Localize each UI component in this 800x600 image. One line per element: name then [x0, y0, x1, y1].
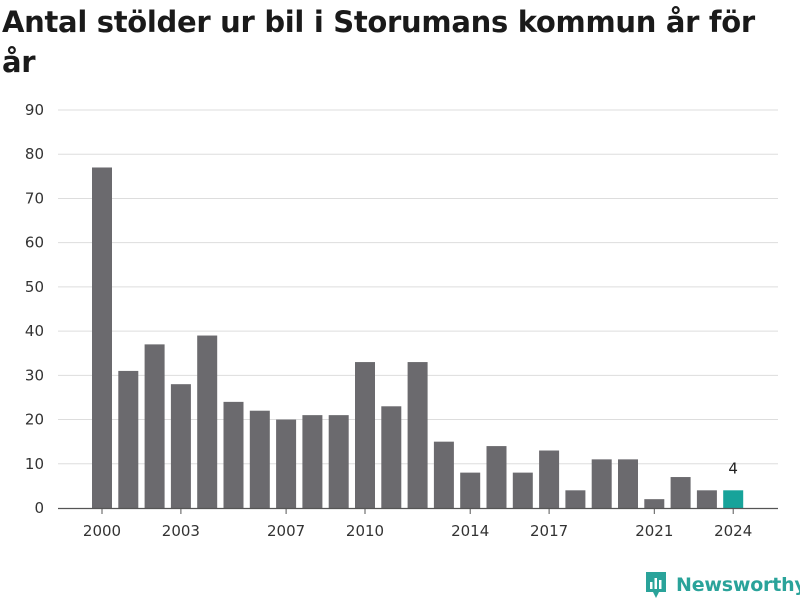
bar-2002 — [144, 344, 165, 508]
bars — [92, 167, 744, 508]
bar-2000 — [92, 167, 112, 508]
x-tick-label: 2014 — [451, 522, 489, 540]
y-tick-label: 20 — [25, 411, 44, 429]
bar-2017 — [539, 450, 560, 508]
x-tick-label: 2021 — [635, 522, 673, 540]
bar-2009 — [328, 415, 349, 508]
x-tick-label: 2010 — [346, 522, 384, 540]
data-labels: 4 — [728, 459, 738, 477]
bar-2004 — [197, 335, 218, 508]
bar-2018 — [565, 490, 586, 508]
bar-2014 — [460, 472, 481, 508]
chart-title: Antal stölder ur bil i Storumans kommun … — [2, 5, 755, 79]
bar-2013 — [433, 441, 454, 508]
x-tick-label: 2017 — [530, 522, 568, 540]
bar-2023 — [696, 490, 717, 508]
y-tick-label: 60 — [25, 234, 44, 252]
bar-2006 — [249, 410, 270, 508]
bar-2021 — [644, 499, 665, 508]
y-axis-ticks: 0 10 20 30 40 50 60 70 80 90 — [25, 101, 44, 517]
bar-2022 — [670, 477, 691, 508]
bar-2011 — [381, 406, 402, 508]
bar-2019 — [591, 459, 612, 508]
x-axis-ticks: 2000 2003 2007 2010 2014 2017 2021 2024 — [83, 508, 752, 540]
newsworthy-logo: Newsworthy — [644, 570, 800, 600]
x-tick-label: 2003 — [162, 522, 200, 540]
newsworthy-logo-text: Newsworthy — [676, 574, 800, 596]
y-tick-label: 0 — [34, 499, 44, 517]
bar-2005 — [223, 401, 244, 508]
bar-2001 — [118, 370, 139, 508]
bar-2008 — [302, 415, 323, 508]
bar-2016 — [512, 472, 533, 508]
x-tick-label: 2007 — [267, 522, 305, 540]
y-tick-label: 10 — [25, 455, 44, 473]
newsworthy-logo-icon — [646, 572, 666, 598]
y-tick-label: 90 — [25, 101, 44, 119]
bar-2010 — [355, 362, 375, 508]
y-tick-label: 30 — [25, 366, 44, 384]
bar-2020 — [618, 459, 638, 508]
bar-2012 — [407, 362, 428, 508]
data-label-2024: 4 — [728, 459, 738, 477]
y-tick-label: 50 — [25, 278, 44, 296]
x-tick-label: 2000 — [83, 522, 121, 540]
y-tick-label: 40 — [25, 322, 44, 340]
y-tick-label: 70 — [25, 189, 44, 207]
bar-2015 — [486, 446, 507, 508]
x-tick-label: 2024 — [714, 522, 752, 540]
bar-2024 — [723, 490, 744, 508]
bar-2003 — [170, 384, 191, 508]
bar-2007 — [276, 419, 297, 508]
y-tick-label: 80 — [25, 145, 44, 163]
